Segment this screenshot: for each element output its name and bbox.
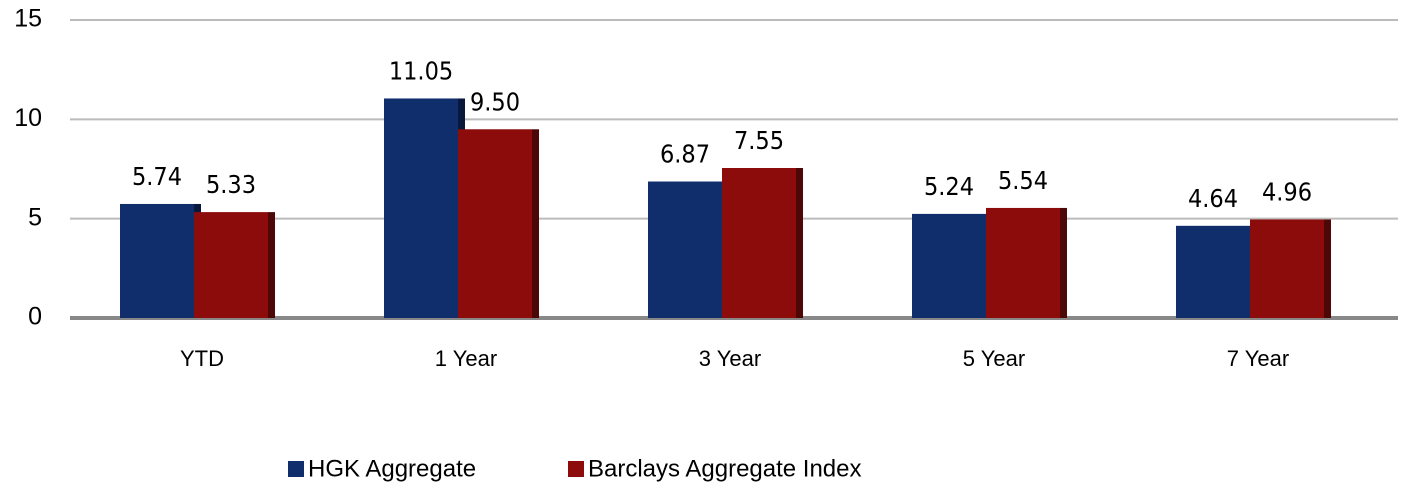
value-label: 11.05 [389,56,453,85]
y-tick-label: 0 [28,303,42,331]
y-tick-label: 5 [28,203,42,231]
value-label: 4.96 [1262,177,1312,206]
value-label: 6.87 [660,140,710,169]
value-label: 9.50 [470,87,520,116]
value-label: 5.24 [924,172,974,201]
y-tick-label: 10 [14,104,42,132]
x-tick-label: YTD [180,346,224,371]
bar-side [1060,207,1067,318]
bar-side [268,212,275,318]
legend-label: HGK Aggregate [308,455,476,482]
bar [384,98,458,319]
bar-side [796,168,803,318]
x-tick-label: 3 Year [699,346,761,371]
x-tick-label: 5 Year [963,346,1025,371]
legend-label: Barclays Aggregate Index [588,455,862,482]
bar [1250,219,1324,318]
bar [120,203,194,318]
value-label: 4.64 [1188,184,1238,213]
x-tick-label: 7 Year [1227,346,1289,371]
value-label: 7.55 [734,126,784,155]
bar [194,212,268,318]
bar [912,213,986,318]
legend-swatch [568,461,584,477]
value-label: 5.33 [206,170,256,199]
bar-side [1324,219,1331,318]
value-label: 5.54 [998,166,1048,195]
x-tick-label: 1 Year [435,346,497,371]
bar [1176,225,1250,318]
value-label: 5.74 [132,162,182,191]
bar-side [532,129,539,318]
bar [648,181,722,318]
y-tick-label: 15 [14,5,42,33]
bar [722,168,796,318]
bar [458,129,532,318]
legend-swatch [288,461,304,477]
bar [986,207,1060,318]
